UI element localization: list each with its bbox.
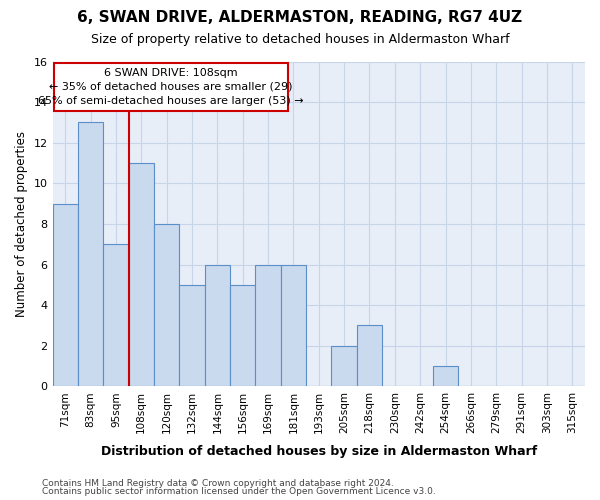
Text: Size of property relative to detached houses in Aldermaston Wharf: Size of property relative to detached ho… bbox=[91, 32, 509, 46]
Text: 6 SWAN DRIVE: 108sqm: 6 SWAN DRIVE: 108sqm bbox=[104, 68, 238, 78]
Y-axis label: Number of detached properties: Number of detached properties bbox=[15, 131, 28, 317]
Bar bbox=[230, 285, 256, 386]
Bar bbox=[433, 366, 458, 386]
FancyBboxPatch shape bbox=[54, 62, 289, 112]
Bar bbox=[256, 264, 281, 386]
Text: 6, SWAN DRIVE, ALDERMASTON, READING, RG7 4UZ: 6, SWAN DRIVE, ALDERMASTON, READING, RG7… bbox=[77, 10, 523, 25]
Bar bbox=[103, 244, 128, 386]
Bar bbox=[154, 224, 179, 386]
Text: Contains HM Land Registry data © Crown copyright and database right 2024.: Contains HM Land Registry data © Crown c… bbox=[42, 478, 394, 488]
Bar bbox=[128, 163, 154, 386]
Bar bbox=[357, 326, 382, 386]
Bar bbox=[281, 264, 306, 386]
Bar bbox=[78, 122, 103, 386]
Bar bbox=[53, 204, 78, 386]
Text: ← 35% of detached houses are smaller (29): ← 35% of detached houses are smaller (29… bbox=[49, 82, 293, 92]
Text: Contains public sector information licensed under the Open Government Licence v3: Contains public sector information licen… bbox=[42, 487, 436, 496]
X-axis label: Distribution of detached houses by size in Aldermaston Wharf: Distribution of detached houses by size … bbox=[101, 444, 537, 458]
Bar bbox=[179, 285, 205, 386]
Bar bbox=[205, 264, 230, 386]
Bar bbox=[331, 346, 357, 387]
Text: 65% of semi-detached houses are larger (53) →: 65% of semi-detached houses are larger (… bbox=[38, 96, 304, 106]
